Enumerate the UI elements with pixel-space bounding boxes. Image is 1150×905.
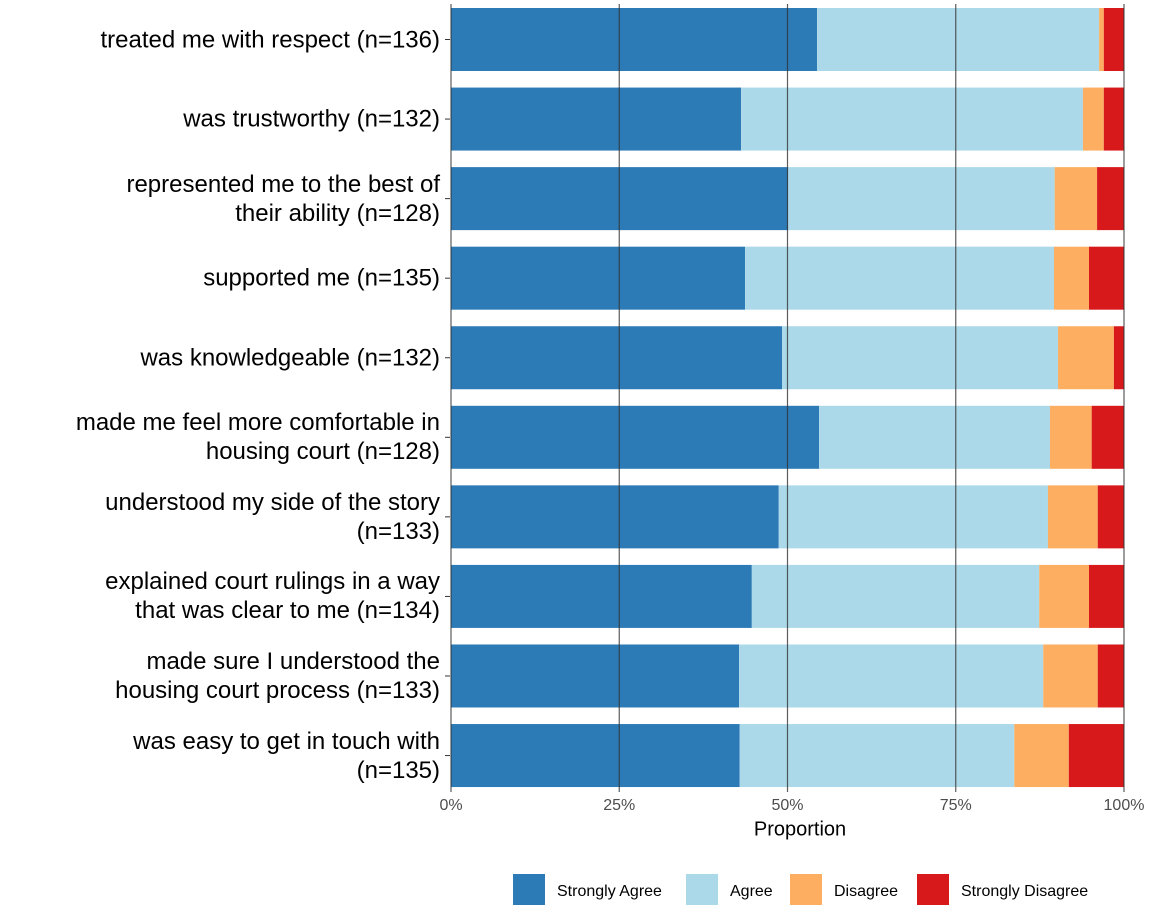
- bar-segment: [739, 644, 1044, 708]
- bar-segment: [817, 8, 1100, 71]
- bar-segment: [1082, 87, 1104, 151]
- legend-swatch: [513, 874, 545, 905]
- legend-label: Agree: [730, 883, 773, 900]
- legend-label: Strongly Agree: [557, 883, 662, 900]
- bar-segment: [1103, 87, 1124, 151]
- bar-segment: [1091, 405, 1124, 469]
- bar-segment: [1099, 8, 1104, 71]
- bar-segment: [451, 405, 820, 469]
- bar-segment: [451, 8, 818, 71]
- bar-segment: [1058, 326, 1114, 390]
- legend-swatch: [790, 874, 822, 905]
- legend-label: Disagree: [834, 883, 898, 900]
- y-tick-label: was easy to get in touch with (n=135): [133, 727, 440, 784]
- y-tick-label: was knowledgeable (n=132): [140, 344, 440, 372]
- x-axis-title: Proportion: [754, 818, 846, 840]
- legend-label: Strongly Disagree: [961, 883, 1088, 900]
- bar-segment: [451, 87, 742, 151]
- bar-segment: [451, 724, 740, 788]
- bar-segment: [745, 246, 1055, 310]
- bar-segment: [1103, 8, 1124, 71]
- y-tick-label: represented me to the best of their abil…: [126, 170, 440, 227]
- bar-segment: [1014, 724, 1069, 788]
- bar-segment: [1113, 326, 1124, 390]
- bar-segment: [1039, 564, 1090, 628]
- y-tick-label: made sure I understood the housing court…: [115, 647, 440, 704]
- bar-segment: [1043, 644, 1098, 708]
- bar-segment: [778, 485, 1048, 549]
- y-tick-label: understood my side of the story (n=133): [105, 488, 440, 545]
- bar-segment: [1054, 246, 1090, 310]
- bar-segment: [451, 246, 746, 310]
- bar-segment: [751, 564, 1040, 628]
- x-tick-label: 100%: [1104, 797, 1145, 814]
- bar-segment: [1089, 246, 1124, 310]
- bar-segment: [1097, 485, 1124, 549]
- bar-segment: [451, 485, 779, 549]
- bar-segment: [739, 724, 1015, 788]
- bar-segment: [1089, 564, 1124, 628]
- bar-segment: [1097, 644, 1124, 708]
- bar-segment: [1049, 405, 1092, 469]
- x-tick-label: 50%: [771, 797, 803, 814]
- bar-segment: [1054, 167, 1098, 231]
- bar-segment: [1047, 485, 1098, 549]
- y-tick-label: made me feel more comfortable in housing…: [75, 409, 440, 466]
- bar-segment: [819, 405, 1050, 469]
- x-tick-label: 25%: [603, 797, 635, 814]
- y-tick-label: was trustworthy (n=132): [183, 105, 440, 133]
- bar-segment: [741, 87, 1083, 151]
- bar-segment: [451, 564, 752, 628]
- bar-segment: [788, 167, 1055, 231]
- legend-swatch: [917, 874, 949, 905]
- bar-segment: [1097, 167, 1124, 231]
- bar-segment: [451, 644, 740, 708]
- y-tick-label: supported me (n=135): [203, 264, 440, 292]
- bar-segment: [1068, 724, 1124, 788]
- bar-segment: [451, 326, 783, 390]
- bar-segment: [782, 326, 1059, 390]
- x-tick-label: 0%: [439, 797, 462, 814]
- y-tick-label: explained court rulings in a way that wa…: [105, 568, 440, 625]
- legend-swatch: [686, 874, 718, 905]
- y-tick-label: treated me with respect (n=136): [100, 26, 440, 53]
- x-tick-label: 75%: [940, 797, 972, 814]
